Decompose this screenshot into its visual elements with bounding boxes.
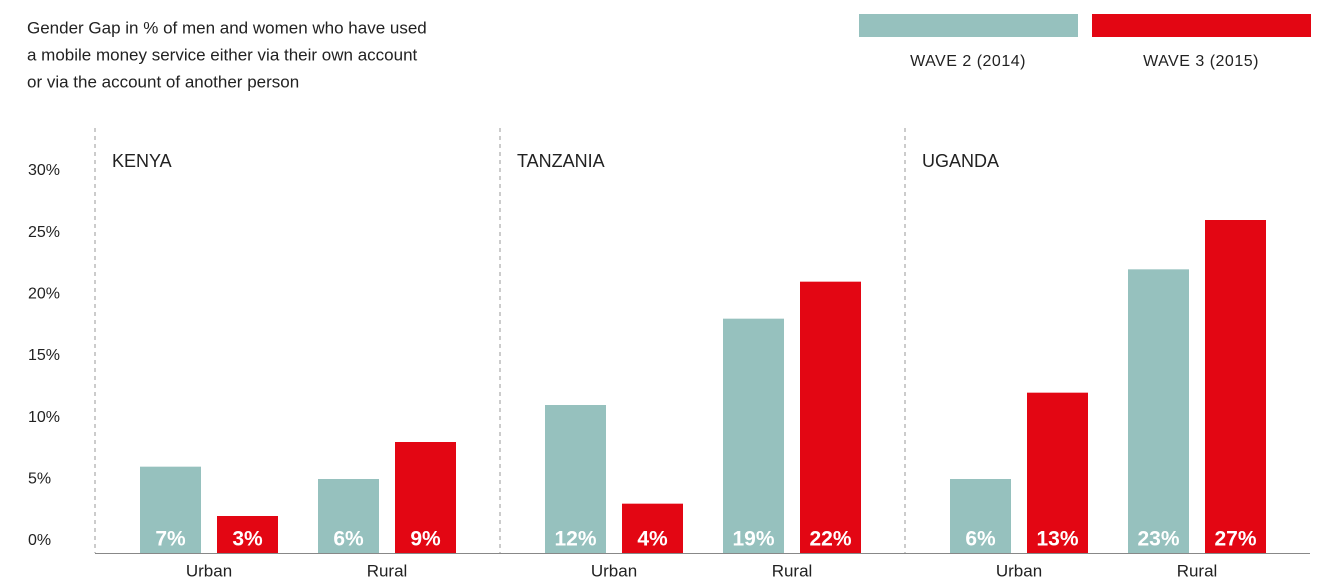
bar (140, 466, 201, 553)
legend-swatch (1092, 14, 1311, 37)
x-tick-label: Rural (367, 561, 408, 579)
legend-swatch (859, 14, 1078, 37)
bar (1205, 220, 1266, 553)
bar (723, 318, 784, 553)
value-label: 12% (554, 528, 596, 551)
chart-title: or via the account of another person (27, 72, 299, 91)
y-tick-label: 30% (28, 162, 60, 179)
value-label: 3% (232, 528, 263, 551)
value-label: 4% (637, 528, 668, 551)
bar (545, 405, 606, 553)
value-label: 13% (1036, 528, 1078, 551)
x-tick-label: Urban (591, 561, 637, 579)
value-label: 22% (809, 528, 851, 551)
bar (800, 281, 861, 553)
y-tick-label: 25% (28, 224, 60, 241)
value-label: 9% (410, 528, 441, 551)
x-tick-label: Urban (996, 561, 1042, 579)
y-tick-label: 10% (28, 409, 60, 426)
chart-title: a mobile money service either via their … (27, 45, 418, 64)
y-tick-label: 20% (28, 286, 60, 303)
value-label: 7% (155, 528, 186, 551)
value-label: 6% (333, 528, 364, 551)
bar (622, 503, 683, 553)
group-label: KENYA (112, 151, 172, 171)
chart-title: Gender Gap in % of men and women who hav… (27, 18, 427, 37)
y-tick-label: 15% (28, 347, 60, 364)
value-label: 6% (965, 528, 996, 551)
value-label: 19% (732, 528, 774, 551)
y-tick-label: 5% (28, 471, 51, 488)
y-tick-label: 0% (28, 532, 51, 549)
bar (1027, 392, 1088, 553)
bar (318, 479, 379, 553)
group-label: UGANDA (922, 151, 999, 171)
group-label: TANZANIA (517, 151, 605, 171)
value-label: 27% (1214, 528, 1256, 551)
value-label: 23% (1137, 528, 1179, 551)
legend-label: WAVE 3 (2015) (1143, 53, 1259, 70)
x-tick-label: Urban (186, 561, 232, 579)
bar (395, 442, 456, 553)
bar (950, 479, 1011, 553)
x-tick-label: Rural (772, 561, 813, 579)
x-tick-label: Rural (1177, 561, 1218, 579)
bar (1128, 269, 1189, 553)
bar (217, 516, 278, 553)
legend-label: WAVE 2 (2014) (910, 53, 1026, 70)
